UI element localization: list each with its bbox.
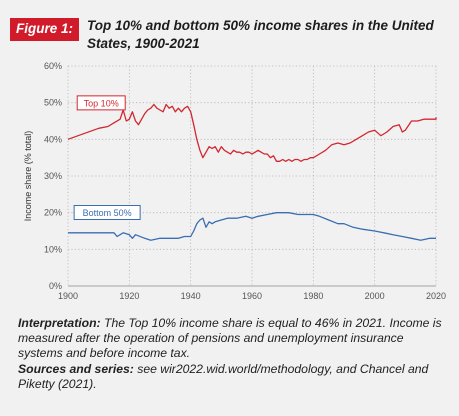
y-tick-label: 50%: [44, 98, 62, 108]
x-tick-label: 1980: [303, 291, 323, 301]
series-label: Bottom 50%: [83, 208, 132, 218]
interpretation-note: Interpretation: The Top 10% income share…: [18, 316, 450, 362]
figure-title: Top 10% and bottom 50% income shares in …: [87, 18, 434, 51]
figure-header: Figure 1: Top 10% and bottom 50% income …: [10, 16, 450, 62]
y-tick-label: 10%: [44, 244, 62, 254]
series-line-bottom-50-: [68, 212, 436, 241]
interpretation-text: The Top 10% income share is equal to 46%…: [18, 316, 442, 361]
income-share-chart: 0% 10% 20% 30% 40% 50% 60% 1900 1920 1940 1960 1980…: [23, 61, 446, 301]
y-tick-label: 60%: [44, 61, 62, 71]
series-label-box: [76, 95, 126, 111]
x-tick-label: 1940: [181, 291, 201, 301]
x-tick-label: 1960: [242, 291, 262, 301]
interpretation-label: Interpretation:: [18, 316, 101, 330]
figure-badge: Figure 1:: [10, 18, 80, 41]
series-label-box: [73, 205, 141, 220]
y-axis-label: Income share (% total): [23, 131, 33, 222]
series-line-top-10-: [67, 103, 437, 162]
sources-note: Sources and series: see wir2022.wid.worl…: [18, 362, 450, 392]
x-tick-label: 1920: [119, 291, 139, 301]
y-tick-label: 30%: [44, 171, 62, 181]
x-tick-label: 2000: [365, 291, 385, 301]
sources-text: see wir2022.wid.world/methodology, and C…: [18, 361, 429, 391]
x-tick-label: 1900: [58, 291, 78, 301]
y-tick-label: 40%: [44, 134, 62, 144]
figure-caption: Interpretation: The Top 10% income share…: [18, 316, 450, 392]
y-tick-label: 0%: [49, 281, 62, 291]
sources-label: Sources and series:: [18, 361, 134, 376]
x-tick-label: 2020: [426, 291, 446, 301]
y-tick-label: 20%: [44, 208, 62, 218]
series-label: Top 10%: [84, 98, 119, 108]
